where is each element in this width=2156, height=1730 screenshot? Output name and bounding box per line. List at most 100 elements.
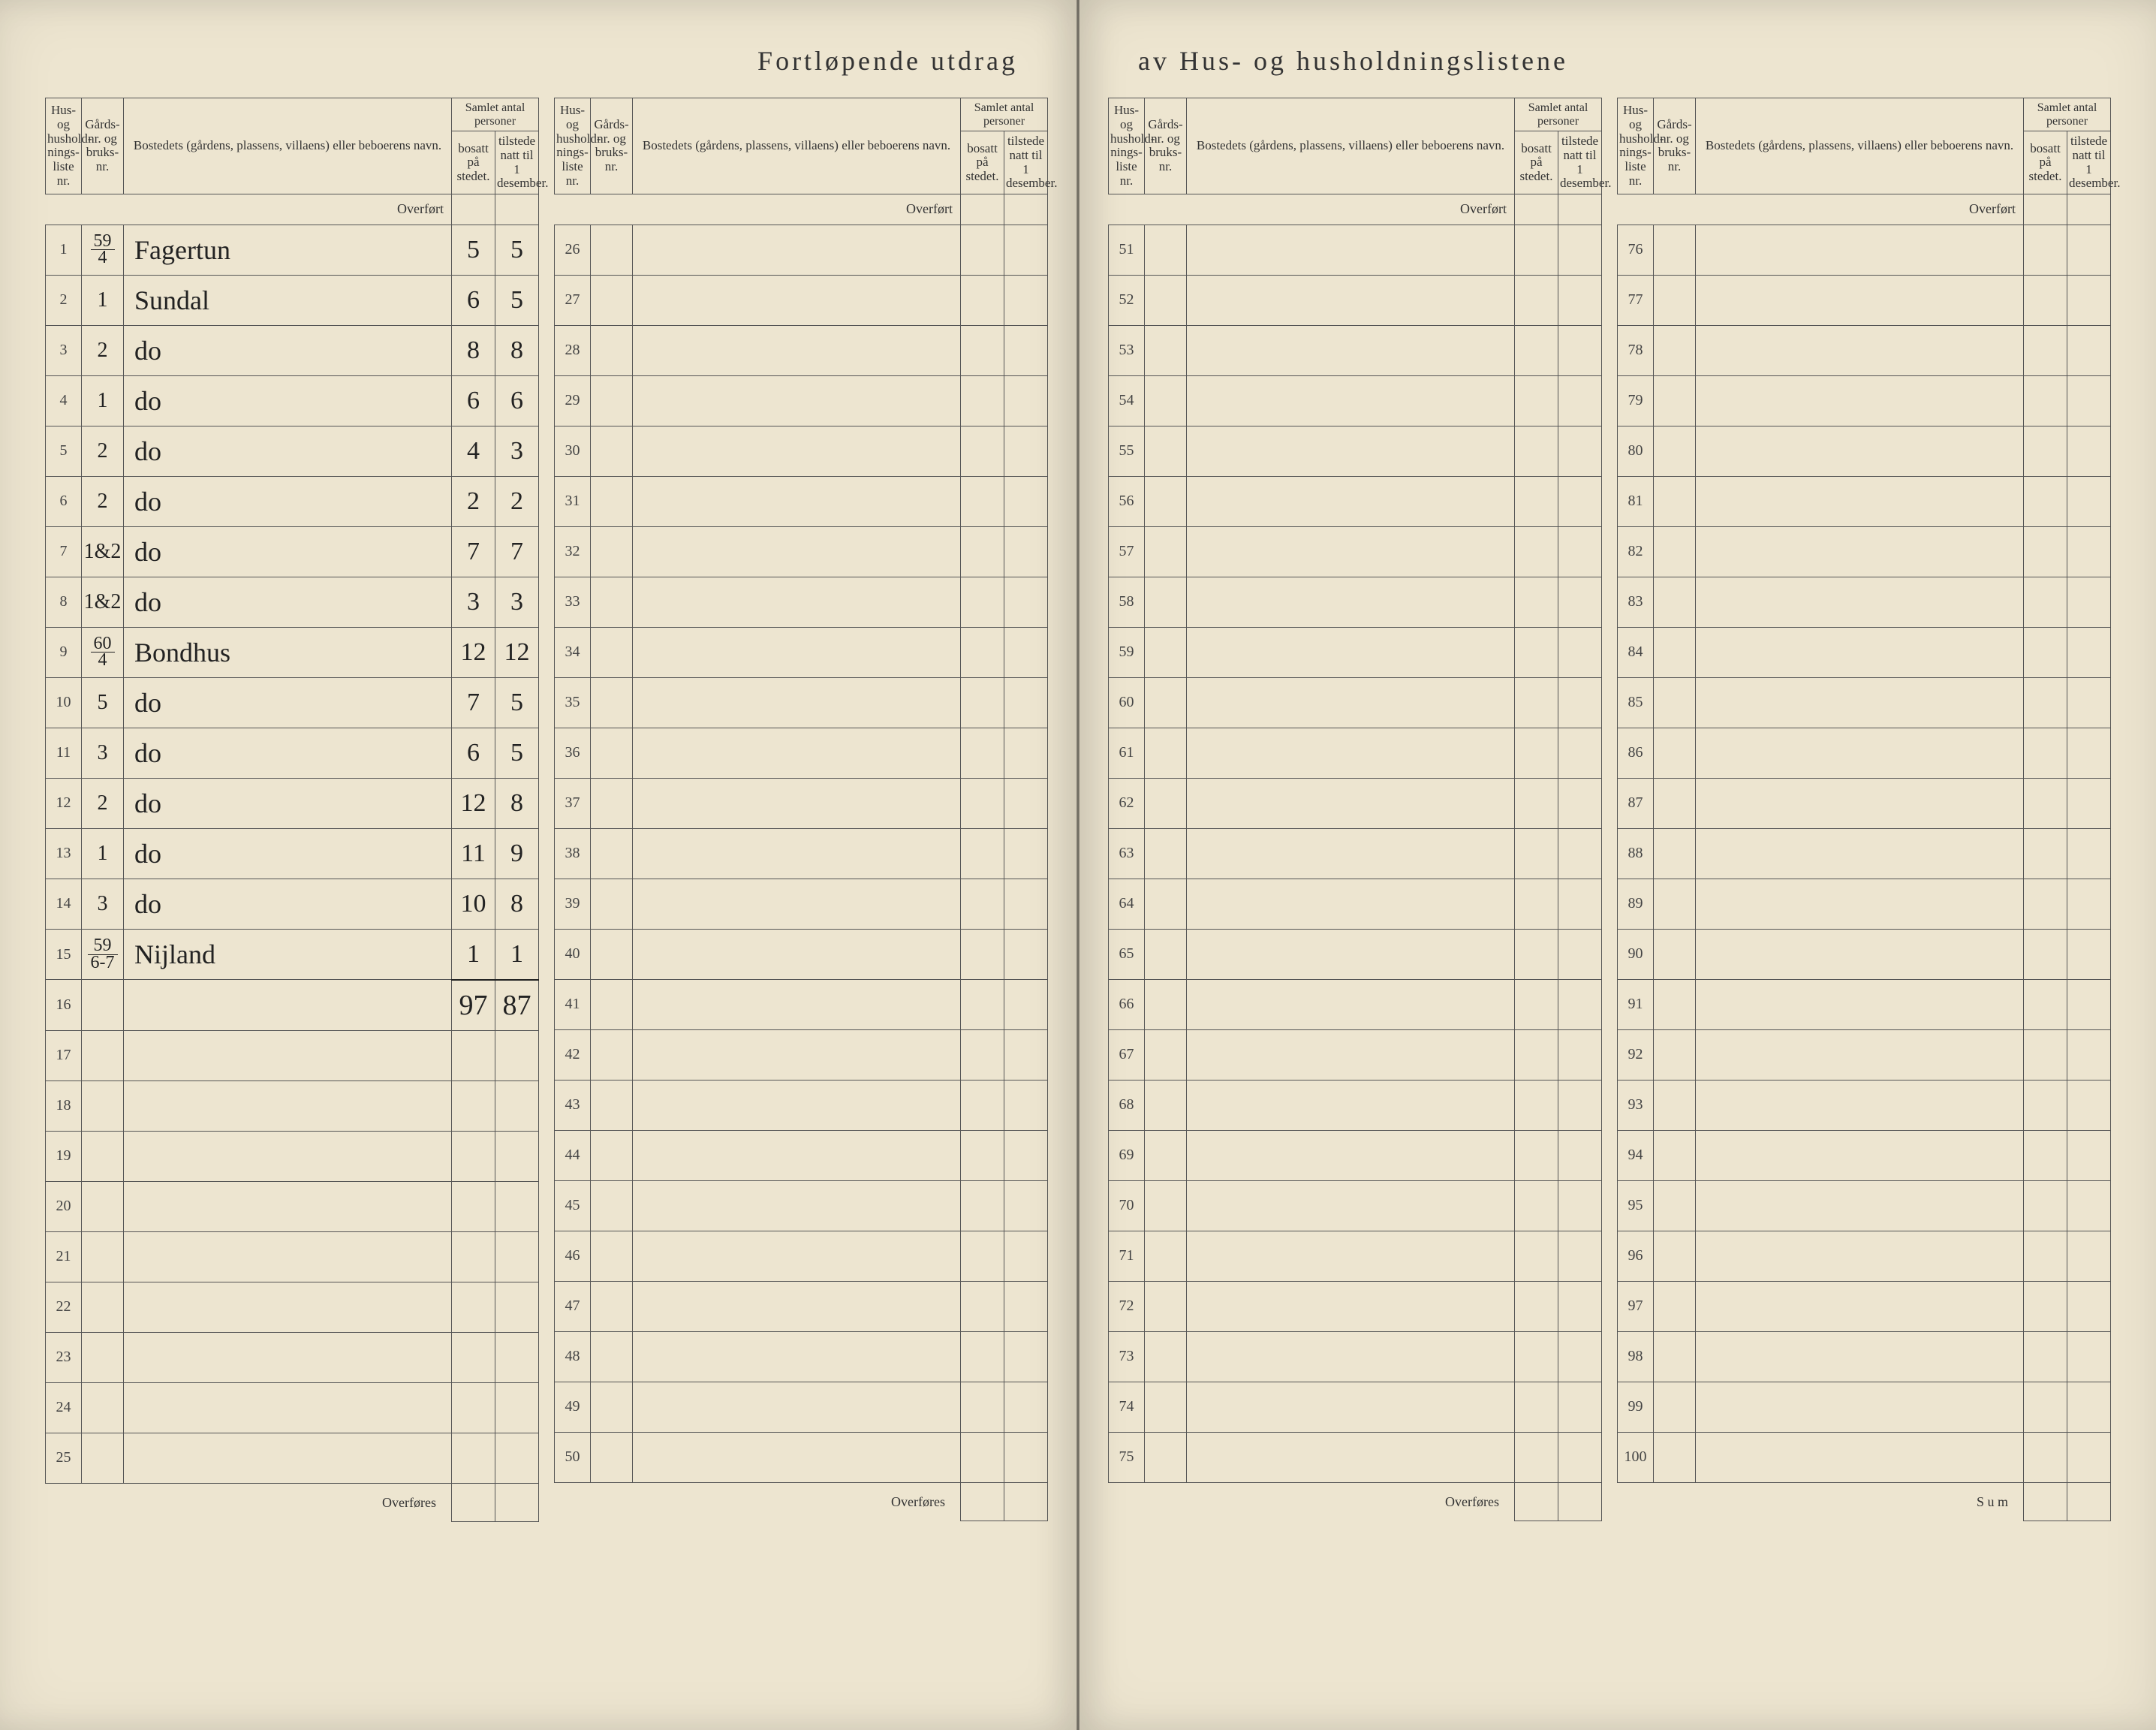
name-cell <box>1187 728 1515 778</box>
tilstede-cell <box>495 1433 539 1483</box>
table-row: 34 <box>555 627 1048 677</box>
row-number: 76 <box>1618 225 1654 275</box>
gards-cell: 2 <box>82 778 124 828</box>
tilstede-cell <box>1558 627 1602 677</box>
tilstede-cell <box>1558 426 1602 476</box>
table-row: 27 <box>555 275 1048 325</box>
bosatt-cell <box>452 1131 495 1181</box>
bosatt-cell: 97 <box>452 980 495 1031</box>
table-row: 41 <box>555 979 1048 1029</box>
gards-cell <box>1145 375 1187 426</box>
row-number: 100 <box>1618 1432 1654 1482</box>
name-cell <box>1187 1432 1515 1482</box>
name-cell <box>633 979 961 1029</box>
gards-cell <box>1654 375 1696 426</box>
table-row: 94 <box>1618 1130 2111 1180</box>
overfort-label: Overført <box>1187 194 1515 225</box>
row-number: 30 <box>555 426 591 476</box>
row-number: 23 <box>46 1332 82 1382</box>
tilstede-cell <box>2067 325 2111 375</box>
bosatt-cell <box>2024 828 2067 879</box>
gards-cell: 3 <box>82 879 124 929</box>
hdr-bosatt: bosatt på stedet. <box>452 131 495 194</box>
row-number: 74 <box>1109 1382 1145 1432</box>
bosatt-cell <box>1515 979 1558 1029</box>
name-cell <box>1187 828 1515 879</box>
hdr-bosted: Bostedets (gårdens, plassens, villaens) … <box>124 98 452 194</box>
gards-cell <box>591 577 633 627</box>
table-row: 49 <box>555 1382 1048 1432</box>
table-row: 48 <box>555 1331 1048 1382</box>
bosatt-cell <box>2024 1331 2067 1382</box>
bosatt-cell: 6 <box>452 275 495 325</box>
row-number: 66 <box>1109 979 1145 1029</box>
footer-label: Overføres <box>633 1482 961 1521</box>
row-number: 22 <box>46 1282 82 1332</box>
bosatt-cell <box>2024 1080 2067 1130</box>
gards-cell <box>1654 1331 1696 1382</box>
tilstede-cell <box>1004 1029 1048 1080</box>
gards-cell: 2 <box>82 426 124 476</box>
bosatt-cell <box>961 1029 1004 1080</box>
bosatt-cell: 4 <box>452 426 495 476</box>
row-number: 1 <box>46 225 82 275</box>
gards-cell <box>82 1181 124 1231</box>
ledger-table: Hus- og hushold-nings-liste nr. Gårds-nr… <box>45 98 539 1522</box>
row-number: 8 <box>46 577 82 627</box>
gards-cell <box>1654 1382 1696 1432</box>
name-cell <box>1696 325 2024 375</box>
gards-cell <box>1145 577 1187 627</box>
name-cell <box>633 879 961 929</box>
table-row: 51 <box>1109 225 1602 275</box>
gards-cell <box>1145 728 1187 778</box>
bosatt-cell <box>961 1331 1004 1382</box>
name-cell <box>1696 728 2024 778</box>
tilstede-cell <box>2067 375 2111 426</box>
name-cell <box>1187 1130 1515 1180</box>
tilstede-cell: 3 <box>495 577 539 627</box>
name-cell: Bondhus <box>124 627 452 677</box>
gards-cell <box>1654 426 1696 476</box>
gards-cell <box>1145 1180 1187 1231</box>
name-cell <box>1696 375 2024 426</box>
table-row: 97 <box>1618 1281 2111 1331</box>
name-cell <box>124 980 452 1031</box>
gards-cell <box>1145 1130 1187 1180</box>
table-row: 39 <box>555 879 1048 929</box>
row-number: 41 <box>555 979 591 1029</box>
row-number: 70 <box>1109 1180 1145 1231</box>
row-number: 24 <box>46 1382 82 1433</box>
tilstede-cell <box>495 1131 539 1181</box>
gards-cell <box>591 979 633 1029</box>
bosatt-cell <box>2024 476 2067 526</box>
table-row: 5 2 do 4 3 <box>46 426 539 476</box>
bosatt-cell <box>452 1231 495 1282</box>
row-number: 81 <box>1618 476 1654 526</box>
table-row: 20 <box>46 1181 539 1231</box>
table-row: 70 <box>1109 1180 1602 1231</box>
bosatt-cell <box>961 828 1004 879</box>
hdr-tilstede: tilstede natt til 1 desember. <box>1558 131 1602 194</box>
gards-cell <box>1145 778 1187 828</box>
table-row: 4 1 do 6 6 <box>46 375 539 426</box>
row-number: 17 <box>46 1030 82 1080</box>
row-number: 14 <box>46 879 82 929</box>
bosatt-cell: 5 <box>452 225 495 275</box>
bosatt-cell <box>961 929 1004 979</box>
tilstede-cell <box>1558 929 1602 979</box>
row-number: 2 <box>46 275 82 325</box>
name-cell <box>1696 1080 2024 1130</box>
name-cell <box>633 1231 961 1281</box>
right-sheet: Hus- og hushold-nings-liste nr. Gårds-nr… <box>1108 98 2111 1662</box>
row-number: 6 <box>46 476 82 526</box>
bosatt-cell <box>2024 929 2067 979</box>
tilstede-cell <box>2067 879 2111 929</box>
tilstede-cell <box>2067 1080 2111 1130</box>
book-spine <box>1076 0 1080 1730</box>
name-cell: do <box>124 828 452 879</box>
bosatt-cell: 10 <box>452 879 495 929</box>
table-row: 62 <box>1109 778 1602 828</box>
bosatt-cell <box>961 1130 1004 1180</box>
bosatt-cell <box>961 979 1004 1029</box>
name-cell <box>1696 225 2024 275</box>
